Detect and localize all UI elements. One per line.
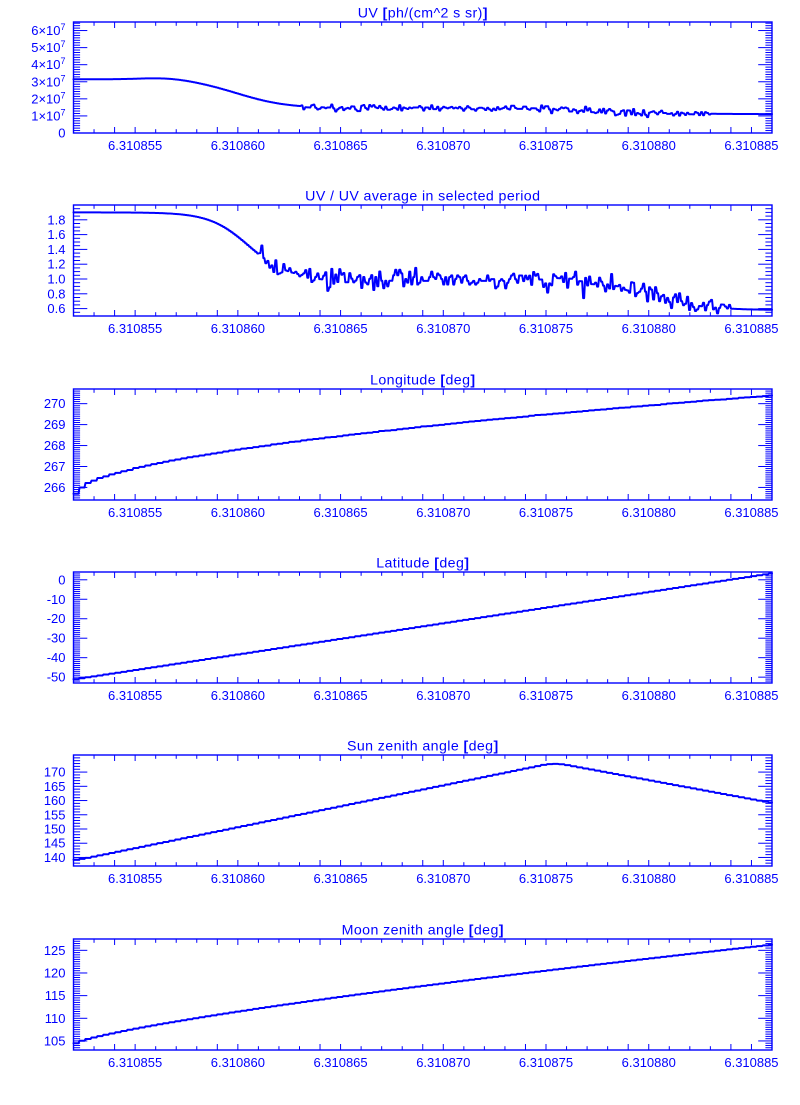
svg-text:268: 268	[44, 438, 66, 453]
svg-text:267: 267	[44, 459, 66, 474]
svg-text:6.310855: 6.310855	[108, 871, 162, 886]
svg-text:105: 105	[44, 1033, 66, 1048]
svg-text:6.310880: 6.310880	[622, 138, 676, 153]
svg-text:6.310865: 6.310865	[313, 138, 367, 153]
svg-text:1.0: 1.0	[47, 272, 65, 287]
svg-text:269: 269	[44, 417, 66, 432]
svg-text:1.4: 1.4	[47, 242, 65, 257]
svg-text:UV [ph/(cm^2 s sr)]: UV [ph/(cm^2 s sr)]	[358, 5, 488, 21]
svg-text:140: 140	[44, 850, 66, 865]
svg-text:6.310855: 6.310855	[108, 321, 162, 336]
svg-text:6.310885: 6.310885	[724, 321, 778, 336]
svg-text:6.310860: 6.310860	[211, 688, 265, 703]
svg-text:3×107: 3×107	[31, 73, 65, 89]
svg-text:Sun zenith angle [deg]: Sun zenith angle [deg]	[347, 739, 499, 755]
svg-text:270: 270	[44, 396, 66, 411]
svg-text:-30: -30	[47, 631, 66, 646]
svg-text:120: 120	[44, 965, 66, 980]
svg-text:6.310870: 6.310870	[416, 505, 470, 520]
svg-text:1.6: 1.6	[47, 227, 65, 242]
svg-text:4×107: 4×107	[31, 56, 65, 72]
svg-text:6.310870: 6.310870	[416, 1055, 470, 1070]
svg-text:0: 0	[58, 125, 65, 140]
svg-text:0: 0	[58, 572, 65, 587]
svg-text:6.310860: 6.310860	[211, 871, 265, 886]
svg-text:6.310875: 6.310875	[519, 688, 573, 703]
svg-text:0.6: 0.6	[47, 301, 65, 316]
svg-text:Latitude [deg]: Latitude [deg]	[376, 555, 469, 571]
svg-text:6.310880: 6.310880	[622, 688, 676, 703]
svg-text:6.310880: 6.310880	[622, 1055, 676, 1070]
svg-text:5×107: 5×107	[31, 39, 65, 55]
svg-text:6.310870: 6.310870	[416, 688, 470, 703]
svg-text:6.310875: 6.310875	[519, 1055, 573, 1070]
svg-text:UV / UV average in selected pe: UV / UV average in selected period	[305, 189, 540, 205]
svg-text:6.310865: 6.310865	[313, 871, 367, 886]
svg-text:115: 115	[45, 988, 66, 1003]
svg-text:-40: -40	[47, 650, 66, 665]
svg-text:266: 266	[44, 480, 66, 495]
svg-text:6.310885: 6.310885	[724, 688, 778, 703]
svg-text:-50: -50	[47, 670, 66, 685]
svg-text:6.310885: 6.310885	[724, 138, 778, 153]
svg-text:Longitude [deg]: Longitude [deg]	[370, 372, 475, 388]
svg-text:6.310860: 6.310860	[211, 505, 265, 520]
svg-text:6.310885: 6.310885	[724, 1055, 778, 1070]
svg-text:Moon zenith angle [deg]: Moon zenith angle [deg]	[342, 922, 504, 938]
svg-text:6.310865: 6.310865	[313, 321, 367, 336]
svg-text:1.2: 1.2	[47, 257, 65, 272]
svg-text:155: 155	[44, 808, 66, 823]
svg-text:6.310885: 6.310885	[724, 505, 778, 520]
svg-text:145: 145	[44, 836, 66, 851]
svg-text:6.310855: 6.310855	[108, 688, 162, 703]
svg-text:6.310860: 6.310860	[211, 138, 265, 153]
svg-text:6.310870: 6.310870	[416, 321, 470, 336]
svg-text:6.310880: 6.310880	[622, 321, 676, 336]
svg-text:6.310870: 6.310870	[416, 871, 470, 886]
svg-text:6.310875: 6.310875	[519, 505, 573, 520]
svg-text:-20: -20	[47, 611, 66, 626]
svg-text:170: 170	[44, 765, 66, 780]
svg-text:6.310860: 6.310860	[211, 1055, 265, 1070]
svg-text:6.310875: 6.310875	[519, 871, 573, 886]
svg-text:6.310880: 6.310880	[622, 505, 676, 520]
svg-text:6.310880: 6.310880	[622, 871, 676, 886]
svg-text:160: 160	[44, 793, 66, 808]
svg-text:6.310860: 6.310860	[211, 321, 265, 336]
svg-text:6.310885: 6.310885	[724, 871, 778, 886]
svg-text:6.310855: 6.310855	[108, 505, 162, 520]
svg-text:150: 150	[44, 822, 66, 837]
svg-text:165: 165	[44, 779, 66, 794]
svg-text:6.310865: 6.310865	[313, 688, 367, 703]
svg-text:0.8: 0.8	[47, 287, 65, 302]
svg-text:6.310875: 6.310875	[519, 138, 573, 153]
svg-text:-10: -10	[47, 592, 66, 607]
svg-text:6.310855: 6.310855	[108, 138, 162, 153]
svg-text:6.310865: 6.310865	[313, 505, 367, 520]
svg-text:110: 110	[45, 1010, 66, 1025]
svg-text:1×107: 1×107	[31, 107, 65, 123]
svg-text:6.310855: 6.310855	[108, 1055, 162, 1070]
svg-text:1.8: 1.8	[47, 213, 65, 228]
svg-text:6.310865: 6.310865	[313, 1055, 367, 1070]
svg-text:2×107: 2×107	[31, 90, 65, 106]
svg-text:6×107: 6×107	[31, 22, 65, 38]
svg-text:125: 125	[44, 942, 66, 957]
svg-text:6.310875: 6.310875	[519, 321, 573, 336]
svg-text:6.310870: 6.310870	[416, 138, 470, 153]
